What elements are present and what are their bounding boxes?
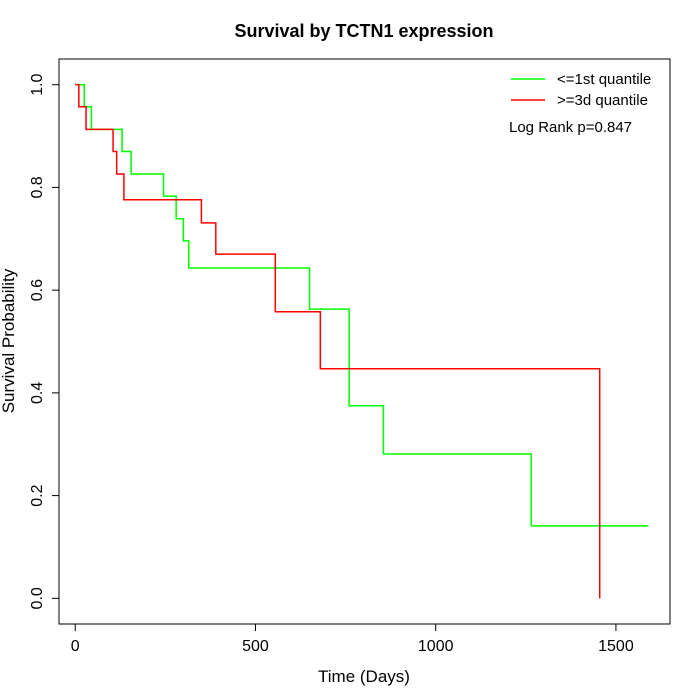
x-axis: 0 500 1000 1500 [71, 623, 634, 655]
x-axis-label: Time (Days) [318, 667, 410, 686]
legend-label-low: <=1st quantile [557, 71, 651, 88]
y-tick-label: 0.2 [29, 484, 46, 506]
x-tick-label: 0 [71, 638, 80, 655]
plot-frame [58, 58, 671, 625]
x-tick-label: 1000 [418, 638, 454, 655]
x-tick-label: 1500 [598, 638, 634, 655]
series-layer [75, 83, 649, 599]
y-axis-label: Survival Probability [0, 268, 18, 413]
y-tick-label: 0.6 [29, 279, 46, 301]
survival-curve-low [75, 83, 649, 527]
y-axis: 0.0 0.2 0.4 0.6 0.8 1.0 [29, 73, 60, 609]
survival-curve-high [75, 83, 601, 599]
y-tick-label: 0.0 [29, 587, 46, 609]
log-rank-annotation: Log Rank p=0.847 [509, 119, 632, 136]
x-tick-label: 500 [242, 638, 269, 655]
legend-label-high: >=3d quantile [557, 92, 648, 109]
y-tick-label: 1.0 [29, 73, 46, 95]
chart-title: Survival by TCTN1 expression [234, 21, 493, 41]
legend: <=1st quantile >=3d quantile [511, 71, 651, 109]
y-tick-label: 0.4 [29, 382, 46, 404]
y-tick-label: 0.8 [29, 176, 46, 198]
